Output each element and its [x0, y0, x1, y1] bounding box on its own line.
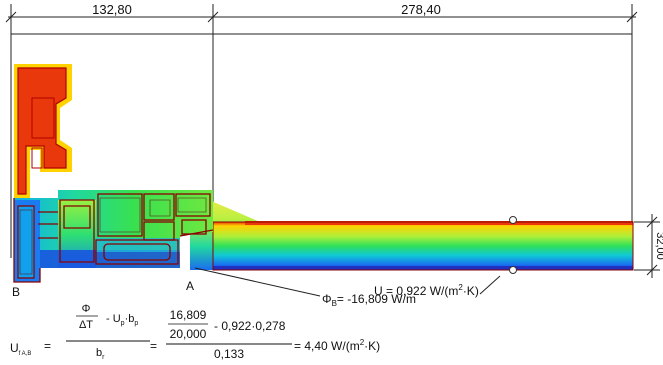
leader-lines	[194, 267, 501, 297]
formula-denominator-value: 0,133	[214, 347, 244, 360]
panel-bottom-edge	[213, 266, 633, 270]
formula-denominator-b: br	[96, 347, 105, 360]
formula-num-c: - 0,922·0,278	[214, 319, 286, 333]
phi-annotation: ΦB= -16,809 W/m	[322, 292, 416, 308]
formula-delta-t: ΔT	[79, 319, 93, 331]
panel-outline	[212, 221, 634, 271]
formula-minus-up: - Up·bp	[106, 313, 138, 327]
dimension-height-label: 32,00	[654, 232, 663, 260]
formula-phi: Φ	[82, 303, 91, 315]
formula-equals-1: =	[44, 339, 51, 353]
dimension-lines	[5, 4, 660, 278]
formula-equals-2: =	[150, 339, 157, 353]
panel-body	[213, 222, 633, 270]
point-label-b: B	[12, 285, 20, 299]
formula-num-a: 16,809	[170, 308, 207, 322]
frame-profile	[13, 64, 214, 283]
reference-point-bottom	[509, 266, 517, 274]
frame-bottom-cold	[40, 250, 180, 268]
frame-hot-chamber	[31, 97, 55, 139]
formula-result: = 4,40 W/(m2·K)	[294, 338, 380, 353]
frame-chambers	[13, 193, 214, 283]
panel-section	[190, 192, 634, 271]
frame-detail-lines	[19, 197, 207, 275]
frame-bottom-mid	[96, 238, 180, 252]
formula-num-b: 20,000	[170, 327, 207, 341]
frame-hot-chamber-2	[31, 147, 43, 169]
formula-lhs: Uf A,B	[10, 341, 31, 357]
u-value-formula: Uf A,B = Φ ΔT - Up·bp br = 16,809 20,000…	[10, 303, 380, 361]
frame-left-stile	[17, 205, 35, 279]
panel-top-edge	[245, 221, 633, 225]
point-label-a: A	[186, 279, 194, 293]
dimension-left-label: 132,80	[92, 2, 132, 17]
dimension-right-label: 278,40	[401, 2, 441, 17]
u-value-annotation: U = 0,922 W/(m2·K)	[374, 283, 479, 298]
reference-point-top	[509, 216, 517, 224]
